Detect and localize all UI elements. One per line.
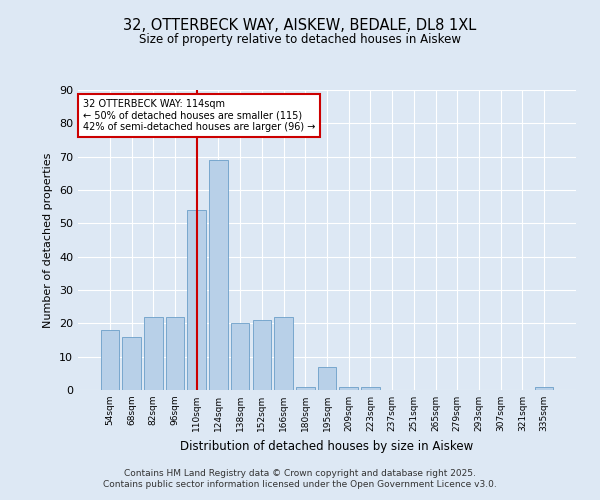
Bar: [274, 316, 293, 390]
Text: 32 OTTERBECK WAY: 114sqm
← 50% of detached houses are smaller (115)
42% of semi-: 32 OTTERBECK WAY: 114sqm ← 50% of detach…: [83, 99, 316, 132]
Bar: [122, 336, 141, 390]
Text: Contains HM Land Registry data © Crown copyright and database right 2025.: Contains HM Land Registry data © Crown c…: [124, 468, 476, 477]
Text: Contains public sector information licensed under the Open Government Licence v3: Contains public sector information licen…: [103, 480, 497, 489]
Y-axis label: Number of detached properties: Number of detached properties: [43, 152, 53, 328]
Bar: [231, 324, 250, 390]
X-axis label: Distribution of detached houses by size in Aiskew: Distribution of detached houses by size …: [181, 440, 473, 452]
Bar: [209, 160, 227, 390]
Bar: [101, 330, 119, 390]
Bar: [296, 386, 314, 390]
Bar: [144, 316, 163, 390]
Bar: [187, 210, 206, 390]
Bar: [166, 316, 184, 390]
Bar: [340, 386, 358, 390]
Bar: [253, 320, 271, 390]
Bar: [318, 366, 336, 390]
Bar: [535, 386, 553, 390]
Text: 32, OTTERBECK WAY, AISKEW, BEDALE, DL8 1XL: 32, OTTERBECK WAY, AISKEW, BEDALE, DL8 1…: [124, 18, 476, 32]
Text: Size of property relative to detached houses in Aiskew: Size of property relative to detached ho…: [139, 32, 461, 46]
Bar: [361, 386, 380, 390]
